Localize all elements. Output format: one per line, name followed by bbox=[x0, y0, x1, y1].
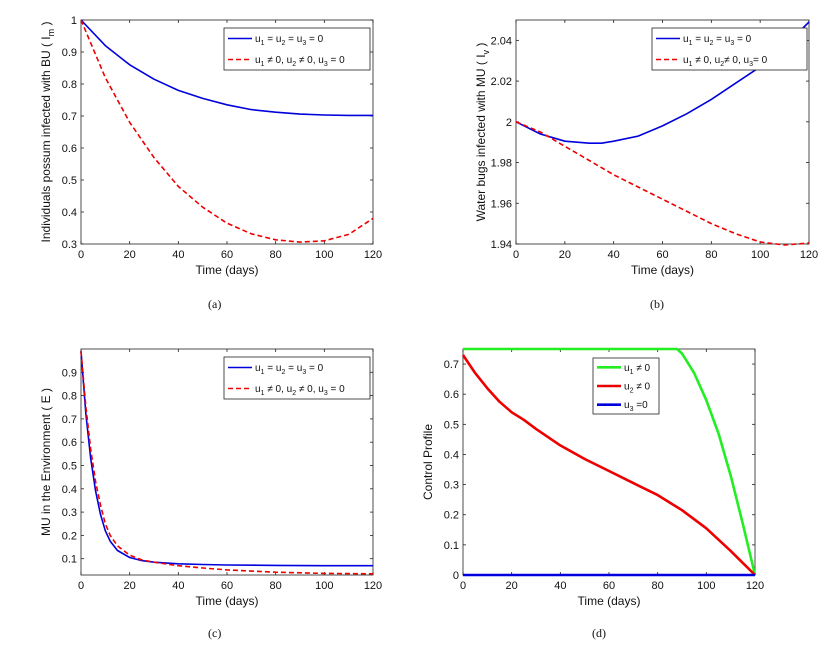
y-tick-label-c: 0.9 bbox=[62, 367, 77, 379]
y-tick-label-d: 0.3 bbox=[444, 480, 459, 492]
y-tick-label-d: 0.6 bbox=[444, 389, 459, 401]
y-tick-label-b: 1.98 bbox=[491, 158, 512, 170]
y-tick-label-a: 0.3 bbox=[62, 239, 77, 251]
x-tick-label-a: 40 bbox=[172, 249, 184, 261]
caption-a: (a) bbox=[208, 297, 222, 311]
series-line-c-1 bbox=[80, 351, 373, 567]
y-tick-label-a: 0.6 bbox=[62, 143, 77, 155]
legend-box-b bbox=[651, 27, 808, 71]
y-tick-label-c: 0.7 bbox=[62, 414, 77, 426]
x-axis-label-a: Time (days) bbox=[196, 263, 259, 277]
y-tick-label-d: 0.1 bbox=[444, 540, 459, 552]
legend-d: u1 ≠ 0 u2 ≠ 0 u3 =0 bbox=[592, 357, 660, 415]
x-axis-label-d: Time (days) bbox=[578, 594, 641, 608]
y-tick-label-c: 0.3 bbox=[62, 507, 77, 519]
y-tick-label-c: 0.5 bbox=[62, 460, 77, 472]
x-tick-label-a: 60 bbox=[221, 249, 233, 261]
y-tick-label-d: 0.5 bbox=[444, 419, 459, 431]
y-axis-label-b: Water bugs infected with MU ( Iv ) bbox=[474, 43, 491, 222]
series-line-a-2 bbox=[80, 19, 374, 243]
x-tick-label-b: 20 bbox=[559, 249, 571, 261]
legend-label-a-1: u1 = u2 = u3 = 0 bbox=[255, 34, 324, 47]
y-tick-label-b: 1.96 bbox=[491, 198, 512, 210]
caption-d: (d) bbox=[592, 626, 606, 640]
legend-label-a-2: u1 ≠ 0, u2 ≠ 0, u3 = 0 bbox=[255, 55, 345, 68]
y-tick-label-c: 0.2 bbox=[62, 530, 77, 542]
x-tick-label-d: 40 bbox=[554, 580, 566, 592]
x-tick-label-b: 100 bbox=[751, 249, 769, 261]
y-tick-label-c: 0.4 bbox=[62, 484, 77, 496]
x-tick-label-d: 100 bbox=[697, 580, 715, 592]
chart-b: 0 20 40 60 80 100 120 1.94 1.96 1.98 2 2.02 2.04 Time… bbox=[474, 19, 818, 277]
y-tick-label-d: 0.4 bbox=[444, 449, 459, 461]
chart-a: 0 20 40 60 80 100 120 0.3 0.4 0.5 0.6 0.7 0.8 0.9 1 Tim… bbox=[39, 15, 382, 277]
y-tick-label-b: 2.02 bbox=[491, 76, 512, 88]
y-tick-label-a: 0.8 bbox=[62, 79, 77, 91]
x-tick-label-d: 20 bbox=[506, 580, 518, 592]
legend-label-c-1: u1 = u2 = u3 = 0 bbox=[255, 363, 324, 376]
legend-box-a bbox=[223, 27, 371, 71]
legend-box-c bbox=[223, 356, 371, 400]
x-tick-label-b: 80 bbox=[705, 249, 717, 261]
y-tick-label-c: 0.1 bbox=[62, 554, 77, 566]
x-tick-label-d: 0 bbox=[460, 580, 466, 592]
series-line-b-2 bbox=[515, 121, 810, 246]
y-tick-label-c: 0.6 bbox=[62, 437, 77, 449]
y-tick-label-a: 1 bbox=[71, 15, 77, 27]
x-tick-label-c: 40 bbox=[172, 580, 184, 592]
y-tick-label-a: 0.4 bbox=[62, 207, 77, 219]
x-tick-label-a: 20 bbox=[124, 249, 136, 261]
legend-label-b-2: u1 ≠ 0, u2≠ 0, u3= 0 bbox=[683, 55, 768, 68]
x-axis-label-b: Time (days) bbox=[631, 263, 694, 277]
y-tick-label-b: 2.04 bbox=[491, 35, 512, 47]
caption-b: (b) bbox=[650, 297, 664, 311]
x-tick-label-a: 80 bbox=[270, 249, 282, 261]
x-tick-label-b: 40 bbox=[608, 249, 620, 261]
x-tick-label-c: 120 bbox=[364, 580, 382, 592]
x-tick-label-a: 0 bbox=[78, 249, 84, 261]
x-tick-label-a: 120 bbox=[364, 249, 382, 261]
series-line-a-1 bbox=[80, 19, 373, 117]
legend-label-c-2: u1 ≠ 0, u2 ≠ 0, u3 = 0 bbox=[255, 384, 345, 397]
x-tick-label-c: 20 bbox=[124, 580, 136, 592]
x-tick-label-c: 80 bbox=[270, 580, 282, 592]
y-tick-label-b: 2 bbox=[506, 117, 512, 129]
legend-label-d-2: u2 ≠ 0 bbox=[624, 382, 651, 395]
y-tick-label-c: 0.8 bbox=[62, 391, 77, 403]
x-tick-label-a: 100 bbox=[315, 249, 333, 261]
x-tick-label-c: 60 bbox=[221, 580, 233, 592]
y-tick-label-a: 0.5 bbox=[62, 175, 77, 187]
x-tick-label-c: 0 bbox=[78, 580, 84, 592]
caption-c: (c) bbox=[208, 626, 222, 640]
y-axis-label-d: Control Profile bbox=[421, 424, 435, 500]
x-tick-label-d: 60 bbox=[603, 580, 615, 592]
y-tick-label-d: 0.2 bbox=[444, 510, 459, 522]
x-tick-label-d: 80 bbox=[652, 580, 664, 592]
legend-b: u1 = u2 = u3 = 0 u1 ≠ 0, u2≠ 0, u3= 0 bbox=[651, 27, 808, 71]
legend-a: u1 = u2 = u3 = 0 u1 ≠ 0, u2 ≠ 0, u3 = 0 bbox=[223, 27, 371, 71]
y-tick-label-b: 1.94 bbox=[491, 239, 512, 251]
x-tick-label-d: 120 bbox=[746, 580, 764, 592]
chart-d: 0 20 40 60 80 100 120 0 0.1 0.2 0.3 0.4 0.5 0.6 0.7 Tim… bbox=[421, 347, 764, 608]
x-axis-label-c: Time (days) bbox=[196, 594, 259, 608]
y-axis-label-c: MU in the Environment ( E ) bbox=[39, 388, 53, 536]
chart-c: 0 20 40 60 80 100 120 0.1 0.2 0.3 0.4 0.5 0.6 0.7 0.8 0… bbox=[39, 348, 382, 608]
y-tick-label-d: 0.7 bbox=[444, 359, 459, 371]
y-tick-label-a: 0.9 bbox=[62, 47, 77, 59]
x-tick-label-b: 0 bbox=[513, 249, 519, 261]
series-line-d-2 bbox=[461, 354, 756, 576]
legend-label-d-3: u3 =0 bbox=[624, 400, 648, 413]
y-tick-label-d: 0 bbox=[453, 570, 459, 582]
legend-label-d-1: u1 ≠ 0 bbox=[624, 363, 651, 376]
legend-c: u1 = u2 = u3 = 0 u1 ≠ 0, u2 ≠ 0, u3 = 0 bbox=[223, 356, 371, 400]
x-tick-label-c: 100 bbox=[315, 580, 333, 592]
series-line-d-1 bbox=[463, 347, 757, 576]
series-line-c-2 bbox=[80, 351, 374, 575]
x-tick-label-b: 120 bbox=[800, 249, 818, 261]
x-tick-label-b: 60 bbox=[656, 249, 668, 261]
y-axis-label-a: Individuals possum infected with BU ( Im… bbox=[39, 22, 56, 243]
y-tick-label-a: 0.7 bbox=[62, 111, 77, 123]
legend-label-b-1: u1 = u2 = u3 = 0 bbox=[683, 34, 752, 47]
